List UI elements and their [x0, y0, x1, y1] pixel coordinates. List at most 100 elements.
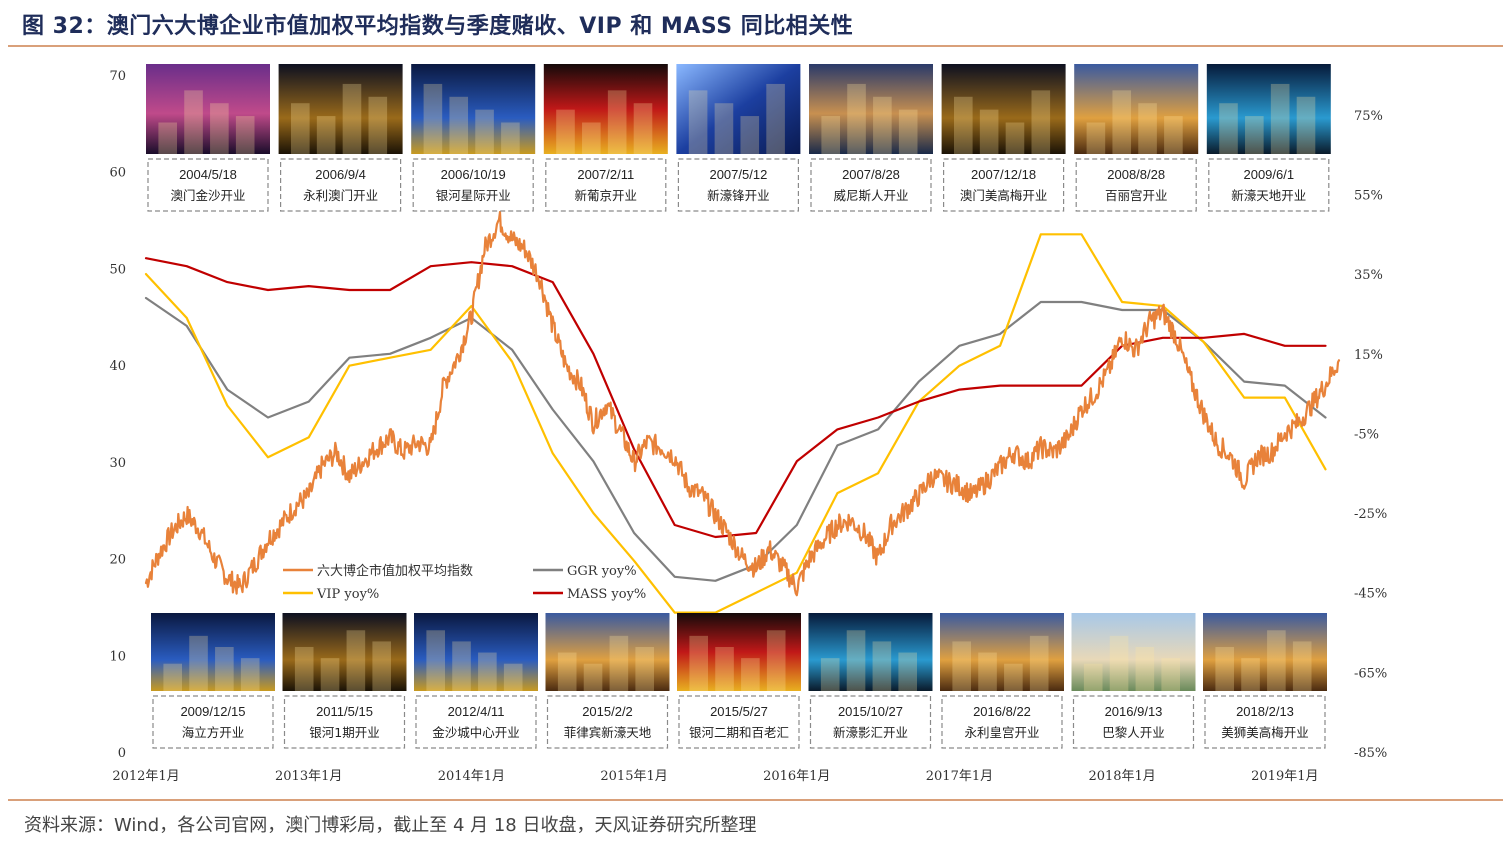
- event-date: 2012/4/11: [448, 704, 505, 719]
- event-label-box: [1075, 158, 1197, 212]
- event-photo-building: [821, 116, 840, 154]
- event-photo-building: [633, 103, 653, 154]
- event-label-box: [677, 158, 800, 212]
- event-photo-building: [609, 635, 629, 691]
- event-name: 澳门金沙开业: [170, 188, 245, 203]
- event-photo-building: [740, 116, 760, 154]
- event-label-box: [415, 695, 537, 749]
- event-photo-building: [741, 658, 760, 691]
- source-note: 资料来源：Wind，各公司官网，澳门博彩局，截止至 4 月 18 日收盘，天风证…: [24, 815, 757, 836]
- event-photo-building: [766, 83, 785, 154]
- series-line-vip: [144, 233, 1327, 614]
- event-photo-building: [1083, 663, 1103, 691]
- event-photo-building: [215, 646, 234, 691]
- event-photo: [808, 613, 933, 691]
- event-photo-building: [346, 630, 366, 691]
- y-right-tick-label: -5%: [1354, 427, 1379, 442]
- event-date: 2008/8/28: [1107, 167, 1165, 182]
- event-photo: [414, 613, 538, 691]
- event-photo-building: [342, 83, 362, 154]
- event-photo-building: [689, 635, 708, 691]
- event-photo-building: [952, 641, 971, 691]
- event-photo-building: [583, 663, 603, 691]
- legend-label-index: 六大博企市值加权平均指数: [317, 563, 473, 579]
- event-name: 澳门美高梅开业: [960, 188, 1048, 203]
- source-divider: [8, 799, 1503, 801]
- y-right-tick-label: -85%: [1354, 746, 1387, 761]
- event-date: 2007/8/28: [842, 167, 900, 182]
- legend-label-ggr: GGR yoy%: [567, 564, 637, 579]
- event-photo-building: [320, 658, 340, 691]
- event-label-box: [1208, 158, 1330, 212]
- event-name: 百丽宫开业: [1105, 188, 1168, 203]
- event-photo-building: [291, 103, 310, 154]
- event-name: 新葡京开业: [575, 188, 638, 203]
- x-tick-label: 2015年1月: [600, 769, 667, 784]
- event-photo-building: [607, 90, 627, 154]
- event-photo: [278, 64, 403, 154]
- event-photo-building: [1086, 122, 1106, 154]
- event-label-box: [1204, 695, 1326, 749]
- event-photo-building: [184, 90, 203, 154]
- series-line-mass: [144, 257, 1327, 539]
- event-photo-building: [235, 116, 255, 154]
- event-photo-building: [714, 103, 734, 154]
- event-photo-building: [715, 646, 734, 691]
- event-photo-building: [478, 652, 497, 691]
- event-photo-building: [1270, 83, 1290, 154]
- event-date: 2007/2/11: [577, 167, 634, 182]
- event-photo-building: [688, 90, 708, 154]
- event-photo-building: [954, 96, 973, 154]
- event-photo-building: [503, 663, 523, 691]
- y-left-tick-label: 30: [109, 456, 126, 471]
- event-date: 2016/9/13: [1105, 704, 1163, 719]
- event-photo: [1074, 64, 1199, 154]
- y-left-tick-label: 60: [109, 166, 126, 181]
- event-photo-building: [1296, 96, 1316, 154]
- x-tick-label: 2012年1月: [112, 769, 179, 784]
- event-photo-building: [1164, 116, 1183, 154]
- event-photo-building: [449, 96, 469, 154]
- event-photo-building: [426, 630, 445, 691]
- event-photo-building: [316, 116, 336, 154]
- event-date: 2009/6/1: [1243, 167, 1294, 182]
- event-photo-building: [846, 630, 866, 691]
- event-photo: [151, 613, 275, 691]
- event-photo-building: [1292, 641, 1312, 691]
- event-label-box: [941, 695, 1063, 749]
- event-photo: [282, 613, 407, 691]
- plot-area: 0 10 20 30 40 50 60 70 -85% -65% -45% -25% -5% 15% 35%…: [109, 64, 1387, 784]
- event-name: 威尼斯人开业: [833, 188, 908, 203]
- event-label-box: [152, 695, 274, 749]
- y-left-tick-label: 50: [109, 262, 126, 277]
- event-photo-building: [1161, 658, 1180, 691]
- x-tick-label: 2018年1月: [1088, 769, 1155, 784]
- event-label-box: [283, 695, 406, 749]
- event-photo-building: [368, 96, 388, 154]
- event-photo: [676, 64, 801, 154]
- event-name: 永利皇宫开业: [964, 725, 1039, 740]
- y-right-tick-label: -25%: [1354, 507, 1387, 522]
- event-photo-building: [158, 122, 177, 154]
- y-left-tick-label: 10: [109, 649, 126, 664]
- x-tick-label: 2019年1月: [1251, 769, 1318, 784]
- event-photo-building: [1004, 663, 1023, 691]
- event-photo-building: [1267, 630, 1286, 691]
- y-right-tick-label: 75%: [1354, 109, 1383, 124]
- event-photo-building: [1112, 90, 1132, 154]
- chart: 0 10 20 30 40 50 60 70 -85% -65% -45% -25% -5% 15% 35%…: [109, 64, 1387, 784]
- event-name: 新濠影汇开业: [833, 725, 908, 740]
- event-date: 2015/5/27: [710, 704, 768, 719]
- event-date: 2018/2/13: [1236, 704, 1294, 719]
- event-photo-building: [898, 652, 917, 691]
- event-date: 2004/5/18: [179, 167, 237, 182]
- event-label-box: [412, 158, 534, 212]
- y-right-tick-label: 35%: [1354, 268, 1383, 283]
- event-photo-building: [210, 103, 229, 154]
- event-name: 新濠锋开业: [707, 188, 770, 203]
- event-photo-building: [1029, 635, 1049, 691]
- y-left-tick-label: 70: [109, 69, 126, 84]
- event-date: 2015/10/27: [838, 704, 903, 719]
- event-photo-building: [1245, 116, 1264, 154]
- event-label-box: [809, 695, 932, 749]
